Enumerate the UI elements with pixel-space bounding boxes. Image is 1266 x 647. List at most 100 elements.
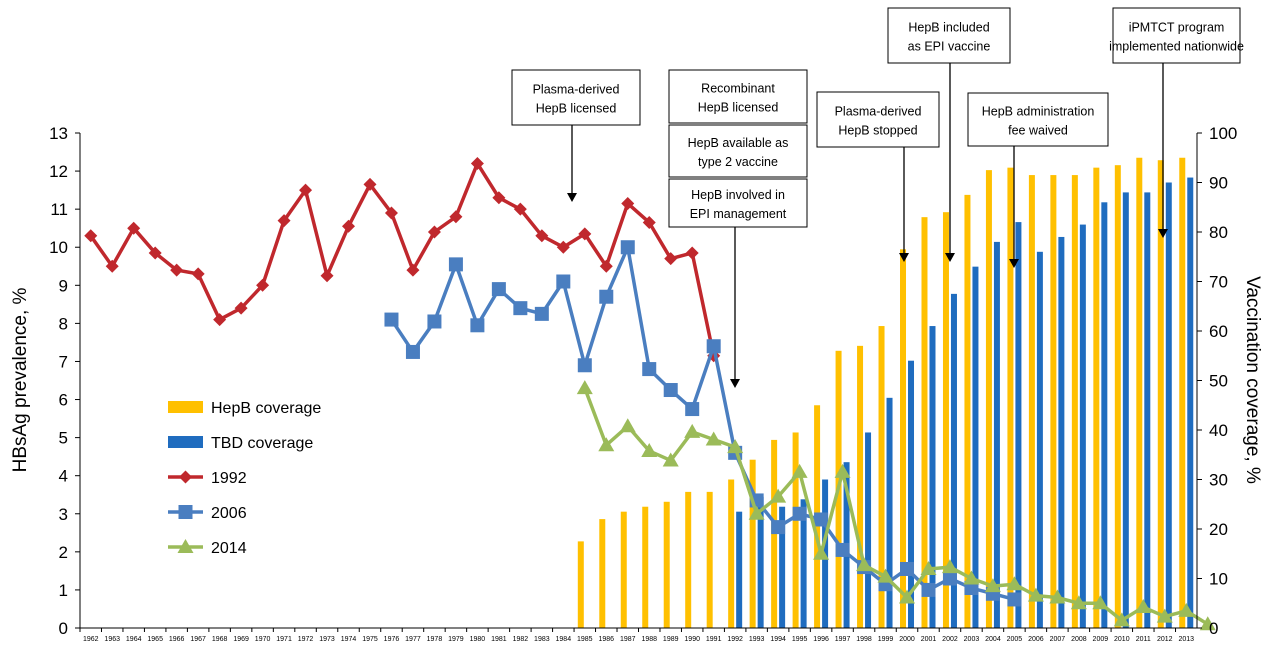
y-left-tick-label: 8 — [59, 314, 68, 333]
x-tick-label: 1971 — [276, 636, 292, 643]
y-axis-left-title: HBsAg prevalence, % — [10, 287, 31, 472]
annotation-text: fee waived — [1008, 124, 1068, 138]
y-left-tick-label: 4 — [59, 467, 68, 486]
point-1992-1984 — [556, 240, 570, 254]
bar-tbd-1993 — [757, 496, 764, 628]
y-left-tick-label: 6 — [59, 391, 68, 410]
point-2014-2001 — [920, 560, 937, 575]
point-2014-1992 — [727, 439, 744, 454]
bar-hepb-2010 — [1114, 165, 1121, 629]
y-left-tick-label: 13 — [49, 124, 68, 143]
bar-tbd-2003 — [972, 266, 979, 628]
bar-hepb-1987 — [620, 511, 627, 628]
annotation-arrow-head — [1009, 259, 1019, 268]
legend-label: 1992 — [211, 470, 247, 487]
y-right-tick-label: 10 — [1209, 570, 1228, 589]
x-tick-label: 1999 — [878, 636, 894, 643]
point-2006-1990 — [685, 402, 700, 417]
annotation-text: HepB licensed — [698, 101, 779, 115]
y-left-tick-label: 0 — [59, 619, 68, 638]
y-right-tick-label: 60 — [1209, 322, 1228, 341]
point-1992-1982 — [513, 202, 527, 216]
bar-hepb-2006 — [1028, 175, 1035, 628]
y-axis-right-title: Vaccination coverage, % — [1242, 276, 1263, 484]
point-1992-1990 — [685, 246, 699, 260]
point-2014-1989 — [662, 452, 679, 467]
point-2006-1987 — [620, 240, 635, 255]
x-tick-label: 2009 — [1093, 636, 1109, 643]
point-2006-1986 — [599, 289, 614, 304]
x-tick-label: 1989 — [663, 636, 679, 643]
bar-hepb-2012 — [1157, 160, 1164, 628]
point-2014-1985 — [576, 380, 593, 395]
point-1992-1964 — [127, 221, 141, 235]
x-tick-label: 2013 — [1178, 636, 1194, 643]
x-tick-label: 1968 — [212, 636, 228, 643]
point-2014-1986 — [598, 437, 615, 452]
y-left-tick-label: 1 — [59, 581, 68, 600]
annotation-box — [668, 178, 808, 228]
x-tick-label: 1991 — [706, 636, 722, 643]
x-tick-label: 1962 — [83, 636, 99, 643]
legend-label: TBD coverage — [211, 435, 313, 452]
annotation-text: HepB licensed — [536, 102, 617, 116]
bar-tbd-2004 — [993, 241, 1000, 628]
bar-tbd-2013 — [1187, 177, 1194, 629]
x-tick-label: 1979 — [448, 636, 464, 643]
point-2006-1985 — [577, 358, 592, 373]
point-2014-2011 — [1135, 599, 1152, 614]
point-2006-1995 — [792, 506, 807, 521]
point-2014-2008 — [1070, 595, 1087, 610]
point-2014-1997 — [834, 463, 851, 478]
bar-hepb-2007 — [1050, 175, 1057, 628]
annotation-arrow-head — [899, 253, 909, 262]
y-right-tick-label: 100 — [1209, 124, 1237, 143]
point-2014-2010 — [1113, 612, 1130, 627]
point-1992-1986 — [599, 259, 613, 273]
point-1992-1963 — [105, 259, 119, 273]
bar-hepb-1990 — [685, 491, 692, 628]
y-right-tick-label: 0 — [1209, 619, 1218, 638]
point-2006-1988 — [642, 362, 657, 377]
y-left-tick-label: 5 — [59, 429, 68, 448]
point-2014-1998 — [856, 557, 873, 572]
legend-marker-2006 — [178, 505, 193, 519]
annotation-box — [511, 69, 641, 126]
y-left-tick-label: 11 — [50, 200, 68, 219]
bar-hepb-2004 — [985, 170, 992, 628]
annotation-box — [887, 7, 1011, 64]
point-1992-1973 — [320, 269, 334, 283]
line-1992 — [89, 161, 716, 357]
point-2006-1984 — [556, 274, 571, 289]
point-1992-1974 — [342, 219, 356, 233]
annotation-box — [668, 69, 808, 124]
bar-tbd-2012 — [1165, 182, 1172, 628]
x-tick-label: 2003 — [964, 636, 980, 643]
annotation-text: Plasma-derived — [533, 83, 620, 97]
x-tick-label: 1981 — [491, 636, 507, 643]
point-1992-1975 — [363, 177, 377, 191]
legend-label: HepB coverage — [211, 400, 321, 417]
point-1992-1988 — [642, 215, 656, 229]
x-tick-label: 1965 — [147, 636, 163, 643]
x-tick-label: 1988 — [641, 636, 657, 643]
annotation-arrow-head — [945, 253, 955, 262]
bar-hepb-2003 — [964, 194, 971, 628]
point-2014-2012 — [1156, 608, 1173, 623]
x-tick-label: 1980 — [470, 636, 486, 643]
point-2006-1994 — [771, 520, 786, 535]
point-2014-2007 — [1049, 589, 1066, 604]
x-tick-label: 1974 — [341, 636, 357, 643]
x-tick-label: 1973 — [319, 636, 335, 643]
x-tick-label: 1972 — [298, 636, 314, 643]
y-left-tick-label: 2 — [59, 543, 68, 562]
point-1992-1965 — [148, 246, 162, 260]
point-1992-1967 — [191, 267, 205, 281]
point-2006-1977 — [405, 344, 420, 359]
x-tick-label: 1986 — [598, 636, 614, 643]
point-1992-1989 — [664, 252, 678, 266]
legend-label: 2014 — [211, 540, 247, 557]
point-1992-1985 — [578, 227, 592, 241]
x-tick-label: 2007 — [1050, 636, 1066, 643]
point-1992-1970 — [256, 278, 270, 292]
